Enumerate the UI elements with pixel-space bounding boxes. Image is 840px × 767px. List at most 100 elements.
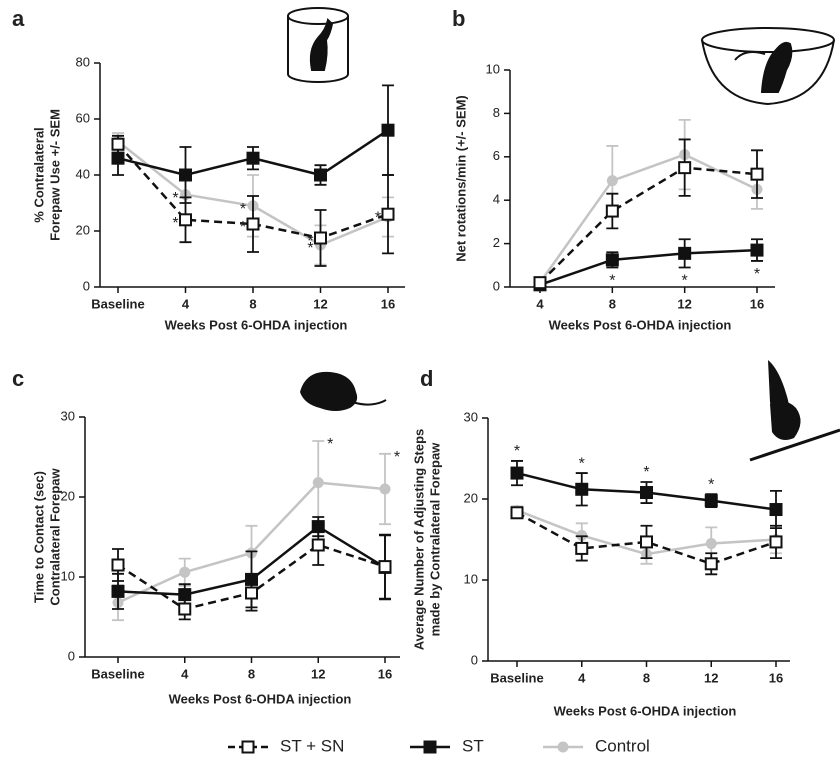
marker bbox=[769, 535, 783, 549]
significance-label: * bbox=[307, 240, 313, 257]
x-tick-label: Baseline bbox=[91, 666, 144, 681]
x-tick-label: 16 bbox=[381, 296, 395, 311]
y-tick-label: 8 bbox=[493, 105, 500, 120]
x-tick-label: 12 bbox=[677, 296, 691, 311]
bowl-icon bbox=[701, 27, 835, 106]
y-tick-label: 0 bbox=[471, 652, 478, 667]
x-tick-label: 16 bbox=[769, 670, 783, 685]
significance-label: * bbox=[240, 219, 246, 236]
y-tick-label: 10 bbox=[486, 61, 500, 76]
marker bbox=[510, 466, 524, 480]
y-axis-label: Net rotations/min (+/- SEM) bbox=[453, 95, 468, 261]
y-tick-label: 0 bbox=[83, 278, 90, 293]
x-tick-label: 12 bbox=[704, 670, 718, 685]
panel-label: b bbox=[452, 6, 465, 31]
marker bbox=[179, 566, 191, 578]
x-tick-label: 4 bbox=[578, 670, 586, 685]
x-tick-label: 16 bbox=[378, 666, 392, 681]
legend: ST + SN ST Control bbox=[228, 736, 650, 755]
marker bbox=[510, 506, 524, 520]
y-axis-label: Forepaw Use +/- SEM bbox=[47, 109, 62, 241]
series-line bbox=[539, 248, 758, 287]
grip-icon bbox=[749, 360, 840, 462]
marker bbox=[178, 602, 192, 616]
marker bbox=[314, 231, 327, 245]
marker bbox=[311, 538, 325, 552]
marker bbox=[640, 486, 653, 500]
x-axis-label: Weeks Post 6-OHDA injection bbox=[549, 317, 732, 332]
marker bbox=[111, 151, 125, 165]
cylinder-icon bbox=[287, 7, 349, 83]
x-tick-label: 16 bbox=[750, 296, 764, 311]
significance-label: * bbox=[172, 190, 178, 207]
y-tick-label: 60 bbox=[76, 110, 90, 125]
marker bbox=[179, 213, 192, 227]
marker bbox=[245, 586, 258, 600]
panel-label: a bbox=[12, 6, 25, 31]
marker bbox=[769, 503, 783, 517]
y-tick-label: 10 bbox=[464, 571, 478, 586]
significance-label: * bbox=[682, 273, 688, 290]
y-axis-label: Time to Contact (sec) bbox=[31, 471, 46, 603]
marker bbox=[750, 167, 764, 181]
marker bbox=[381, 123, 395, 137]
x-tick-label: 8 bbox=[248, 666, 255, 681]
x-tick-label: 4 bbox=[182, 296, 190, 311]
x-tick-label: 8 bbox=[249, 296, 256, 311]
y-tick-label: 4 bbox=[493, 192, 500, 207]
y-tick-label: 6 bbox=[493, 148, 500, 163]
marker bbox=[246, 217, 260, 231]
y-tick-label: 30 bbox=[464, 409, 478, 424]
panel-label: d bbox=[420, 366, 433, 391]
x-tick-label: 12 bbox=[311, 666, 325, 681]
y-tick-label: 80 bbox=[76, 54, 90, 69]
marker bbox=[314, 168, 327, 182]
y-tick-label: 40 bbox=[76, 166, 90, 181]
marker bbox=[381, 207, 395, 221]
significance-label: * bbox=[375, 209, 381, 226]
legend-label: Control bbox=[595, 736, 650, 755]
marker bbox=[704, 557, 718, 571]
series-line bbox=[539, 166, 758, 284]
marker bbox=[605, 204, 619, 218]
marker bbox=[678, 246, 692, 260]
marker bbox=[111, 137, 125, 151]
marker bbox=[378, 560, 392, 574]
significance-label: * bbox=[172, 215, 178, 232]
y-axis-label: made by Contralateral Forepaw bbox=[427, 442, 442, 636]
x-tick-label: Baseline bbox=[490, 670, 543, 685]
significance-label: * bbox=[754, 266, 760, 283]
y-axis-label: % Contralateral bbox=[31, 127, 46, 222]
significance-label: * bbox=[394, 449, 400, 466]
marker bbox=[705, 538, 717, 550]
x-tick-label: 4 bbox=[181, 666, 189, 681]
x-tick-label: 12 bbox=[313, 296, 327, 311]
marker bbox=[575, 482, 589, 496]
rat-icon bbox=[300, 371, 387, 411]
marker bbox=[575, 541, 589, 555]
marker bbox=[179, 168, 192, 182]
significance-label: * bbox=[609, 273, 615, 290]
marker bbox=[557, 741, 569, 753]
marker bbox=[246, 151, 260, 165]
chart-panel: b 0 2 4 6 8 10 4 8 12 16 Weeks Post 6-OHDA injectio… bbox=[452, 6, 775, 332]
y-tick-label: 20 bbox=[76, 222, 90, 237]
marker bbox=[605, 253, 619, 267]
x-axis-label: Weeks Post 6-OHDA injection bbox=[165, 317, 348, 332]
y-tick-label: 30 bbox=[61, 408, 75, 423]
significance-label: * bbox=[643, 464, 649, 481]
y-axis-label: Average Number of Adjusting Steps bbox=[411, 429, 426, 651]
chart-panel: d 0 10 20 30 Baseline 4 8 12 16 Weeks Post 6-OHDA … bbox=[411, 366, 790, 718]
y-tick-label: 0 bbox=[68, 648, 75, 663]
y-axis-label: Contralateral Forepaw bbox=[47, 467, 62, 605]
y-tick-label: 20 bbox=[464, 490, 478, 505]
legend-label: ST bbox=[462, 736, 484, 755]
significance-label: * bbox=[708, 476, 714, 493]
significance-label: * bbox=[307, 233, 313, 250]
x-tick-label: 8 bbox=[643, 670, 650, 685]
marker bbox=[750, 243, 764, 257]
marker bbox=[111, 584, 125, 598]
panel-label: c bbox=[12, 366, 24, 391]
significance-label: * bbox=[579, 455, 585, 472]
